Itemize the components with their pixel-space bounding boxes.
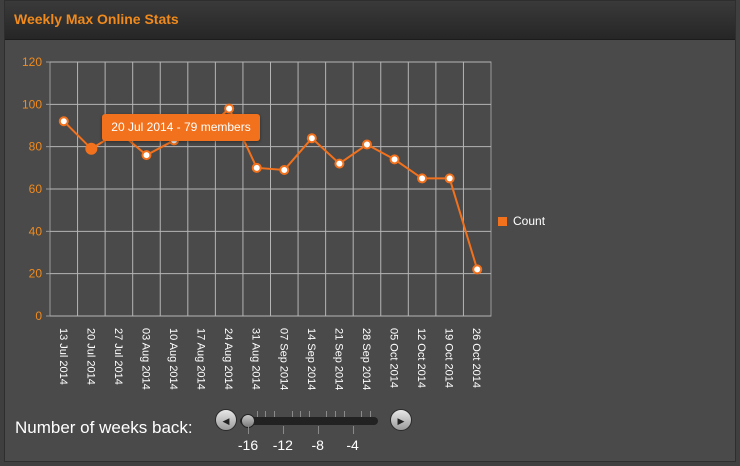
- chart-legend[interactable]: Count: [498, 214, 545, 228]
- data-point: [389, 154, 400, 165]
- y-tick-label: 120: [22, 55, 42, 69]
- x-tick-label: 26 Oct 2014: [470, 328, 482, 388]
- slider-tick-label: -8: [311, 437, 324, 453]
- slider-tick: [300, 411, 302, 417]
- slider-tick: [309, 411, 310, 417]
- x-tick-label: 21 Sep 2014: [332, 328, 344, 390]
- x-tick-label: 13 Jul 2014: [57, 328, 69, 385]
- x-tick-label: 14 Sep 2014: [305, 328, 317, 390]
- triangle-right-icon: ▶: [397, 416, 405, 426]
- data-point: [58, 116, 69, 127]
- x-tick-label: 28 Sep 2014: [360, 328, 372, 390]
- data-point: [361, 139, 372, 150]
- x-tick-label: 17 Aug 2014: [195, 328, 207, 390]
- x-tick-label: 19 Oct 2014: [443, 328, 455, 388]
- triangle-left-icon: ◀: [222, 416, 230, 426]
- data-point: [251, 162, 262, 173]
- panel-title: Weekly Max Online Stats: [14, 11, 179, 27]
- x-tick-label: 12 Oct 2014: [415, 328, 427, 388]
- slider-tick: [370, 411, 371, 417]
- data-point: [306, 133, 317, 144]
- slider-tick: [282, 426, 284, 434]
- weeks-back-label: Number of weeks back:: [15, 418, 193, 437]
- x-tick-label: 07 Sep 2014: [277, 328, 289, 390]
- data-point: [472, 264, 483, 275]
- y-tick-label: 60: [29, 182, 43, 196]
- slider-tick: [274, 411, 276, 417]
- data-point: [334, 158, 345, 169]
- weeks-slider-track[interactable]: [240, 417, 378, 425]
- data-point: [279, 164, 290, 175]
- x-tick-label: 05 Oct 2014: [388, 328, 400, 388]
- x-tick-label: 31 Aug 2014: [250, 328, 262, 390]
- data-point: [141, 150, 152, 161]
- slider-tick: [326, 411, 328, 417]
- legend-swatch: [498, 216, 507, 226]
- slider-tick: [248, 426, 249, 434]
- slider-tick: [265, 411, 267, 417]
- x-tick-label: 10 Aug 2014: [167, 328, 179, 390]
- slider-tick: [256, 411, 258, 417]
- slider-prev-button[interactable]: ◀: [215, 409, 237, 431]
- x-tick-label: 27 Jul 2014: [112, 328, 124, 385]
- y-tick-label: 80: [29, 140, 43, 154]
- data-point: [444, 173, 455, 184]
- slider-tick: [291, 411, 293, 417]
- y-tick-label: 20: [29, 267, 43, 281]
- x-tick-label: 03 Aug 2014: [139, 328, 151, 390]
- panel-header: Weekly Max Online Stats: [5, 1, 735, 40]
- x-tick-label: 20 Jul 2014: [84, 328, 96, 385]
- slider-tick-label: -16: [237, 437, 259, 453]
- y-tick-label: 100: [22, 97, 42, 111]
- slider-tick: [361, 411, 363, 417]
- slider-tick-label: -4: [346, 437, 359, 453]
- legend-label: Count: [513, 214, 546, 228]
- data-point: [417, 173, 428, 184]
- x-tick-label: 24 Aug 2014: [222, 328, 234, 390]
- y-tick-label: 0: [35, 309, 42, 323]
- slider-next-button[interactable]: ▶: [390, 409, 412, 431]
- y-tick-label: 40: [29, 224, 43, 238]
- slider-tick: [352, 426, 354, 434]
- data-point: [224, 103, 235, 114]
- series-line: [63, 106, 479, 270]
- slider-tick: [317, 426, 319, 434]
- slider-tick: [343, 411, 345, 417]
- slider-tick-label: -12: [272, 437, 293, 453]
- slider-tick: [335, 411, 337, 417]
- data-point: [85, 142, 98, 155]
- data-tooltip: 20 Jul 2014 - 79 members: [102, 114, 260, 141]
